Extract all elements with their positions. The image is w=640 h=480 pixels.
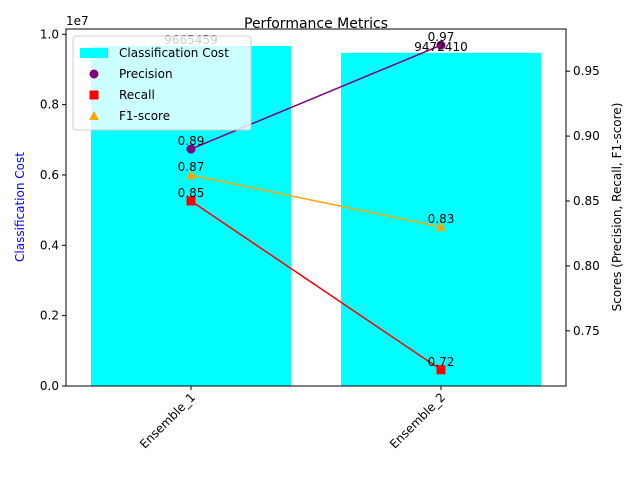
recall-point xyxy=(436,365,446,375)
bar-ensemble_2 xyxy=(341,52,541,386)
left-axis-label: Classification Cost xyxy=(13,152,27,262)
precision-line xyxy=(190,44,442,150)
legend-label: Precision xyxy=(119,67,173,81)
left-axis-ticks: 0.0 0.2 0.4 0.6 0.8 1.0 xyxy=(40,27,66,393)
precision-point xyxy=(186,144,196,154)
series-lines-layer xyxy=(190,44,442,371)
series-markers-layer xyxy=(186,40,446,375)
right-tick-label: 0.75 xyxy=(573,324,600,338)
f1-score-point xyxy=(186,170,196,180)
recall-point xyxy=(186,196,196,206)
legend-label: Recall xyxy=(119,88,155,102)
recall-value-label: 0.85 xyxy=(178,186,205,200)
left-tick-label: 0.0 xyxy=(40,379,59,393)
right-tick-label: 0.85 xyxy=(573,194,600,208)
left-tick-label: 1.0 xyxy=(40,27,59,41)
x-axis-ticks: Ensemble_1 Ensemble_2 xyxy=(137,386,448,451)
f1-score-point xyxy=(436,222,446,232)
right-axis-ticks: 0.75 0.80 0.85 0.90 0.95 xyxy=(566,64,600,338)
left-tick-label: 0.8 xyxy=(40,98,59,112)
legend-label: Classification Cost xyxy=(119,46,229,60)
precision-value-label: 0.89 xyxy=(178,134,205,148)
legend-marker-recall xyxy=(89,90,99,100)
recall-value-label: 0.72 xyxy=(428,355,455,369)
recall-line xyxy=(190,200,442,371)
right-tick-label: 0.80 xyxy=(573,259,600,273)
bar-value-label: 9472410 xyxy=(414,40,467,54)
legend-label: F1-score xyxy=(119,109,170,123)
legend-swatch-classification-cost xyxy=(80,48,108,58)
x-tick-label: Ensemble_2 xyxy=(387,390,448,451)
right-tick-label: 0.95 xyxy=(573,64,600,78)
left-tick-label: 0.4 xyxy=(40,238,59,252)
right-axis-label: Scores (Precision, Recall, F1-score) xyxy=(610,103,624,312)
left-axis-offset-label: 1e7 xyxy=(66,14,89,28)
legend-marker-precision xyxy=(89,69,99,79)
legend-marker-f1-score xyxy=(89,111,99,121)
left-tick-label: 0.6 xyxy=(40,168,59,182)
x-tick-label: Ensemble_1 xyxy=(137,390,198,451)
chart-title: Performance Metrics xyxy=(244,16,388,32)
f1-score-value-label: 0.83 xyxy=(428,212,455,226)
precision-point xyxy=(436,40,446,50)
right-tick-label: 0.90 xyxy=(573,129,600,143)
precision-value-label: 0.97 xyxy=(428,30,455,44)
left-tick-label: 0.2 xyxy=(40,309,59,323)
legend: Classification Cost Precision Recall F1-sco… xyxy=(72,35,252,131)
legend-frame xyxy=(72,35,252,131)
f1-score-line xyxy=(190,174,442,228)
f1-score-value-label: 0.87 xyxy=(178,160,205,174)
plot-frame xyxy=(65,28,567,387)
